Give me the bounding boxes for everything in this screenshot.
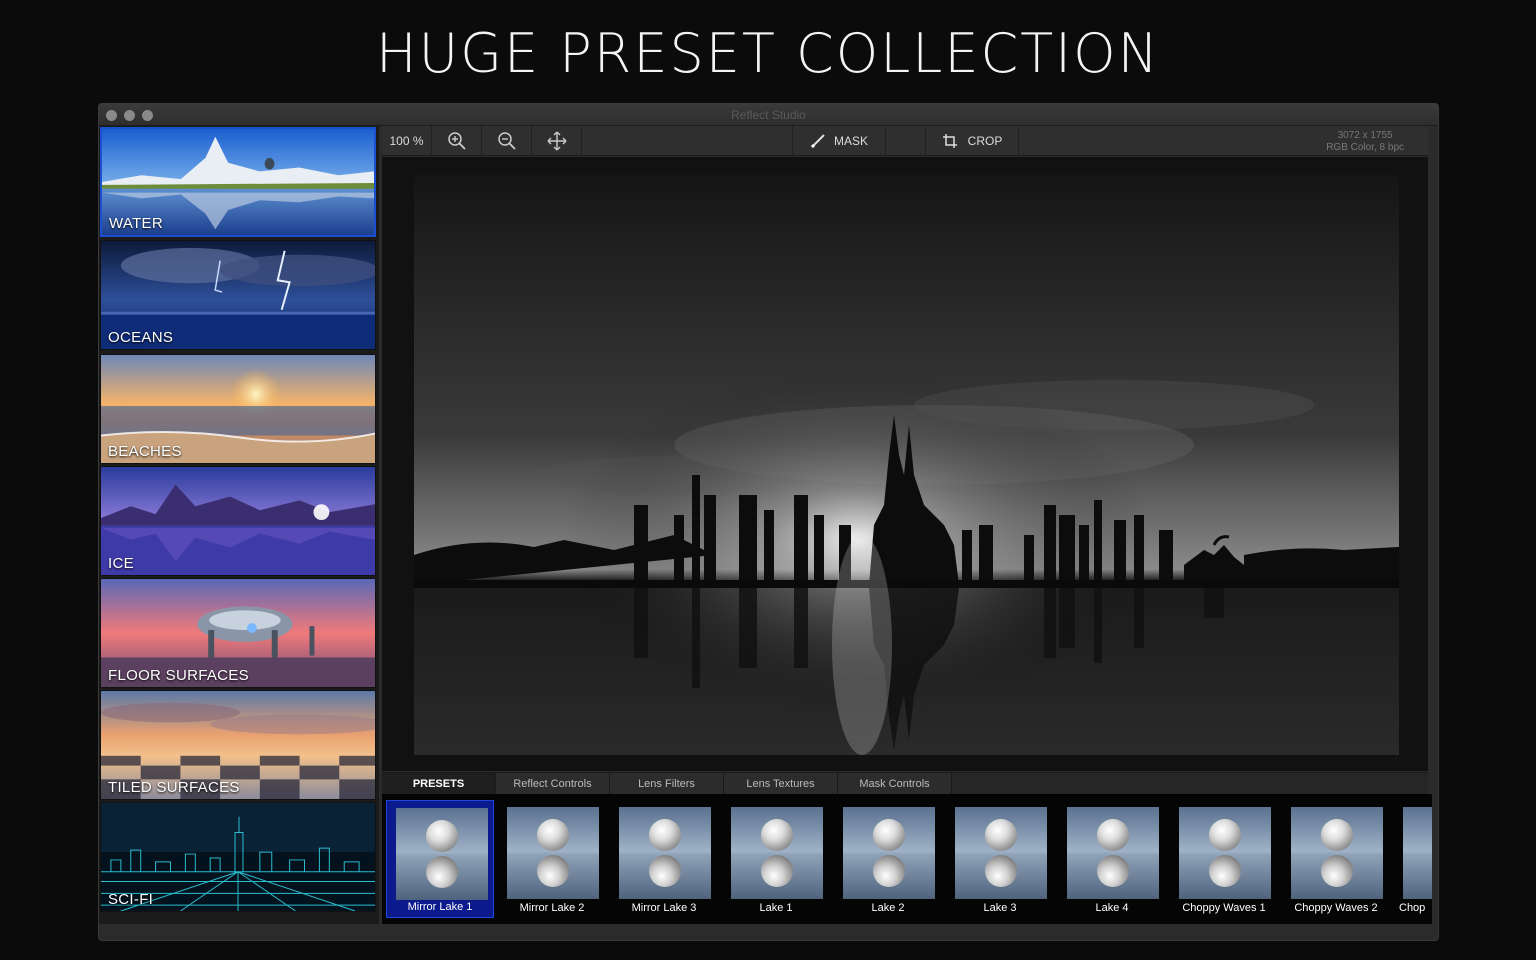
preset-label: Mirror Lake 3 (631, 902, 697, 914)
category-tiled-surfaces[interactable]: TILED SURFACES (100, 690, 376, 800)
mask-label: MASK (833, 134, 868, 148)
preset-label: Lake 2 (871, 902, 905, 914)
close-window-button[interactable] (106, 110, 117, 121)
preset-strip: Mirror Lake 1 Mirror Lake 2 Mirror Lake … (382, 794, 1432, 924)
tab-lens-textures[interactable]: Lens Textures (724, 773, 838, 794)
mask-button[interactable]: MASK (792, 126, 886, 156)
preset-thumbnail (619, 807, 711, 899)
preset-item[interactable]: Chop (1394, 800, 1432, 918)
preset-label: Choppy Waves 1 (1182, 902, 1266, 914)
category-sci-fi[interactable]: SCI-FI (100, 802, 376, 912)
panel-tabs: PRESETS Reflect Controls Lens Filters Le… (382, 772, 1428, 794)
headline: HUGE PRESET COLLECTION (375, 22, 1161, 85)
preset-thumbnail (507, 807, 599, 899)
preset-item[interactable]: Choppy Waves 2 (1282, 800, 1390, 918)
category-label: FLOOR SURFACES (108, 667, 249, 684)
preview-image[interactable] (414, 175, 1399, 755)
category-beaches[interactable]: BEACHES (100, 354, 376, 464)
preset-item[interactable]: Mirror Lake 2 (498, 800, 606, 918)
preset-thumbnail (843, 807, 935, 899)
floor-surfaces-thumbnail (101, 579, 375, 687)
category-label: BEACHES (108, 443, 182, 460)
tab-lens-filters[interactable]: Lens Filters (610, 773, 724, 794)
status-bar (99, 924, 1438, 940)
window-title: Reflect Studio (731, 108, 806, 122)
minimize-window-button[interactable] (124, 110, 135, 121)
preset-label: Mirror Lake 1 (407, 901, 473, 913)
preset-thumbnail (955, 807, 1047, 899)
zoom-in-button[interactable] (432, 126, 482, 156)
preset-item[interactable]: Lake 4 (1058, 800, 1166, 918)
tab-reflect-controls[interactable]: Reflect Controls (496, 773, 610, 794)
category-label: ICE (108, 555, 134, 572)
zoom-in-icon (447, 132, 466, 150)
image-size: 3072 x 1755 (1337, 130, 1393, 141)
preset-item[interactable]: Mirror Lake 1 (386, 800, 494, 918)
preset-thumbnail (1067, 807, 1159, 899)
preset-item[interactable]: Choppy Waves 1 (1170, 800, 1278, 918)
tab-presets[interactable]: PRESETS (382, 773, 496, 794)
brush-icon (810, 134, 825, 149)
preset-label: Lake 4 (1095, 902, 1129, 914)
preset-label: Chop (1399, 902, 1426, 914)
sci-fi-thumbnail (101, 803, 375, 911)
category-label: WATER (109, 215, 163, 232)
crop-button[interactable]: CROP (925, 126, 1019, 156)
preset-label: Lake 3 (983, 902, 1017, 914)
category-oceans[interactable]: OCEANS (100, 240, 376, 350)
water-thumbnail (102, 129, 374, 235)
preset-item[interactable]: Mirror Lake 3 (610, 800, 718, 918)
preset-thumbnail (1403, 807, 1432, 899)
category-ice[interactable]: ICE (100, 466, 376, 576)
app-window: Reflect Studio WATER (98, 103, 1439, 941)
tab-mask-controls[interactable]: Mask Controls (838, 773, 952, 794)
preset-label: Lake 1 (759, 902, 793, 914)
preset-thumbnail (396, 808, 488, 900)
zoom-out-button[interactable] (482, 126, 532, 156)
beaches-thumbnail (101, 355, 375, 463)
category-label: OCEANS (108, 329, 174, 346)
crop-label: CROP (967, 134, 1003, 148)
toolbar: 100 % MASK CROP 3072 x 1755 RGB Color, 8… (382, 126, 1428, 156)
category-sidebar: WATER OCEANS (99, 126, 379, 940)
canvas-area[interactable] (382, 157, 1428, 771)
category-floor-surfaces[interactable]: FLOOR SURFACES (100, 578, 376, 688)
category-label: TILED SURFACES (108, 779, 240, 796)
move-icon (547, 131, 566, 151)
tiled-surfaces-thumbnail (101, 691, 375, 799)
preset-item[interactable]: Lake 1 (722, 800, 830, 918)
pan-button[interactable] (532, 126, 582, 156)
zoom-window-button[interactable] (142, 110, 153, 121)
zoom-level[interactable]: 100 % (382, 126, 432, 156)
ice-thumbnail (101, 467, 375, 575)
city-reflection-image (414, 175, 1399, 755)
crop-icon (942, 134, 957, 148)
color-mode: RGB Color, 8 bpc (1326, 142, 1404, 153)
titlebar: Reflect Studio (99, 104, 1438, 126)
oceans-thumbnail (101, 241, 375, 349)
preset-thumbnail (1179, 807, 1271, 899)
image-info: 3072 x 1755 RGB Color, 8 bpc (1326, 130, 1404, 154)
preset-item[interactable]: Lake 3 (946, 800, 1054, 918)
preset-thumbnail (1291, 807, 1383, 899)
preset-label: Mirror Lake 2 (519, 902, 585, 914)
zoom-out-icon (497, 132, 516, 150)
category-label: SCI-FI (108, 891, 154, 908)
category-water[interactable]: WATER (100, 127, 376, 237)
preset-label: Choppy Waves 2 (1294, 902, 1378, 914)
preset-thumbnail (731, 807, 823, 899)
preset-item[interactable]: Lake 2 (834, 800, 942, 918)
